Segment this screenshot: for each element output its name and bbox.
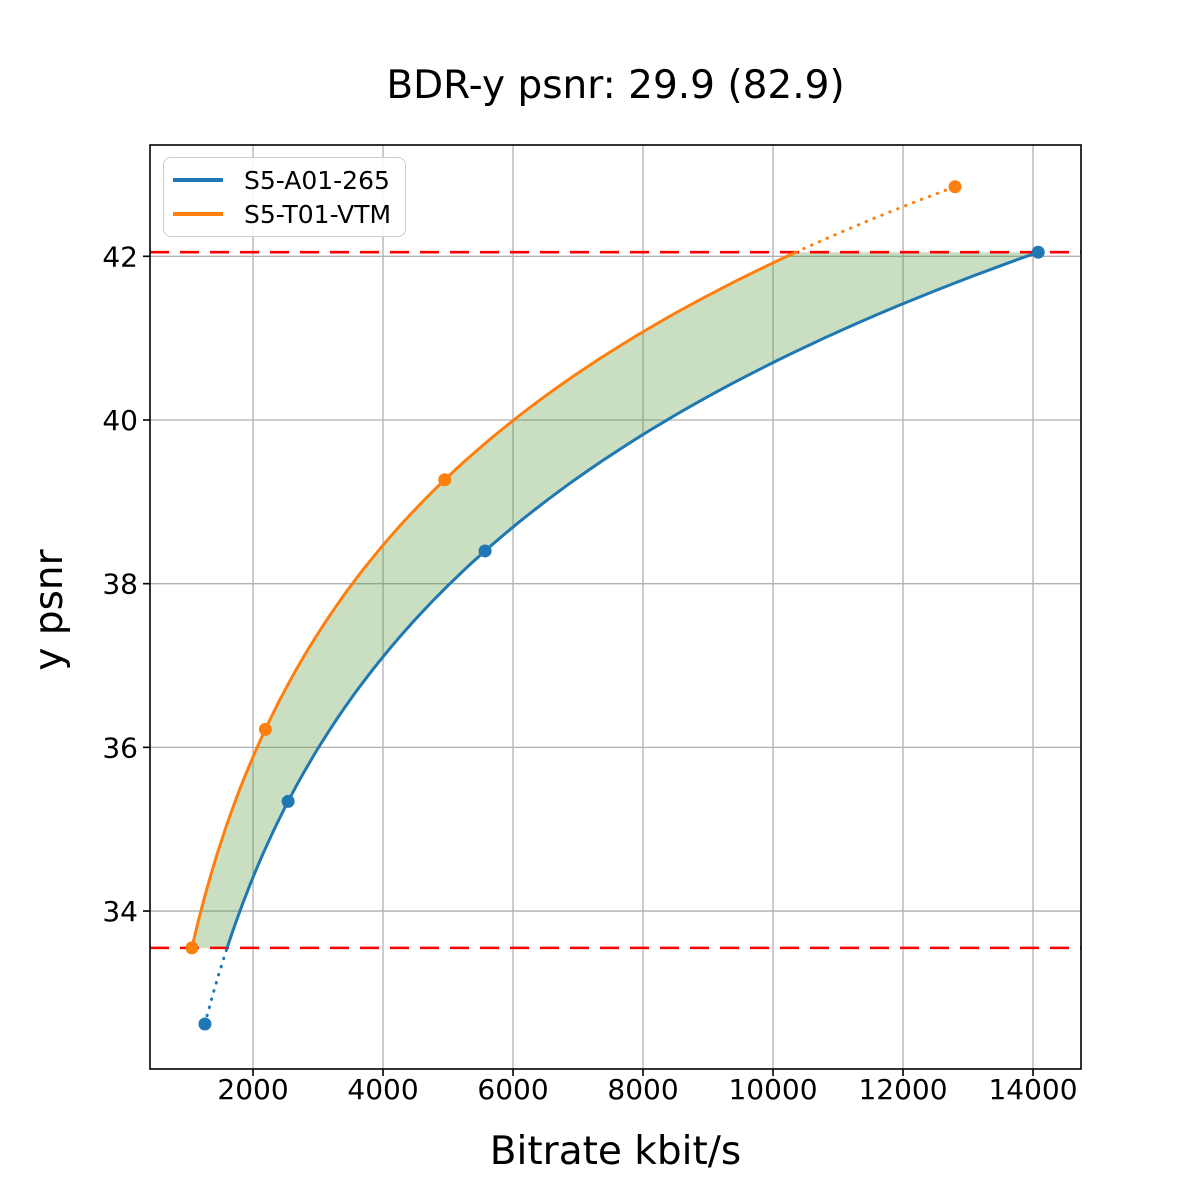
legend-item-label: S5-A01-265: [244, 165, 390, 195]
series-curve-s5-t01-vtm: [190, 250, 797, 949]
y-tick-label: 40: [102, 404, 138, 437]
legend-line-sample: [173, 212, 223, 216]
series-dotted-extension-s5-t01-vtm: [794, 185, 957, 254]
x-tick-label: 10000: [728, 1073, 817, 1106]
bd-shaded-area: [191, 252, 1039, 948]
chart-title: BDR-y psnr: 29.9 (82.9): [386, 63, 845, 108]
legend-line-sample: [173, 178, 223, 182]
x-tick-label: 12000: [858, 1073, 947, 1106]
data-point-s5-a01-265: [478, 544, 492, 558]
y-tick-label: 36: [102, 731, 138, 764]
x-tick-label: 14000: [988, 1073, 1077, 1106]
plot-border: [149, 144, 1082, 1070]
x-tick-label: 6000: [477, 1073, 548, 1106]
y-tick-label: 34: [102, 895, 138, 928]
y-axis-label: y psnr: [27, 549, 72, 671]
x-axis-label: Bitrate kbit/s: [489, 1129, 742, 1174]
data-point-s5-t01-vtm: [185, 941, 199, 955]
data-point-s5-t01-vtm: [438, 473, 452, 487]
legend-item-label: S5-T01-VTM: [244, 199, 392, 229]
x-tick-label: 2000: [217, 1073, 288, 1106]
x-tick-label: 4000: [347, 1073, 418, 1106]
legend-item: S5-T01-VTM: [173, 197, 391, 231]
data-point-s5-t01-vtm: [258, 722, 272, 736]
data-point-s5-t01-vtm: [948, 180, 962, 194]
series-curve-s5-a01-265: [225, 250, 1039, 949]
data-point-s5-a01-265: [198, 1017, 212, 1031]
legend-item: S5-A01-265: [173, 163, 391, 197]
x-tick-label: 8000: [607, 1073, 678, 1106]
y-tick-label: 38: [102, 568, 138, 601]
data-point-s5-a01-265: [281, 794, 295, 808]
legend: S5-A01-265 S5-T01-VTM: [163, 157, 407, 237]
series-dotted-extension-s5-a01-265: [203, 946, 229, 1026]
data-point-s5-a01-265: [1031, 245, 1045, 259]
y-tick-label: 42: [102, 240, 138, 273]
